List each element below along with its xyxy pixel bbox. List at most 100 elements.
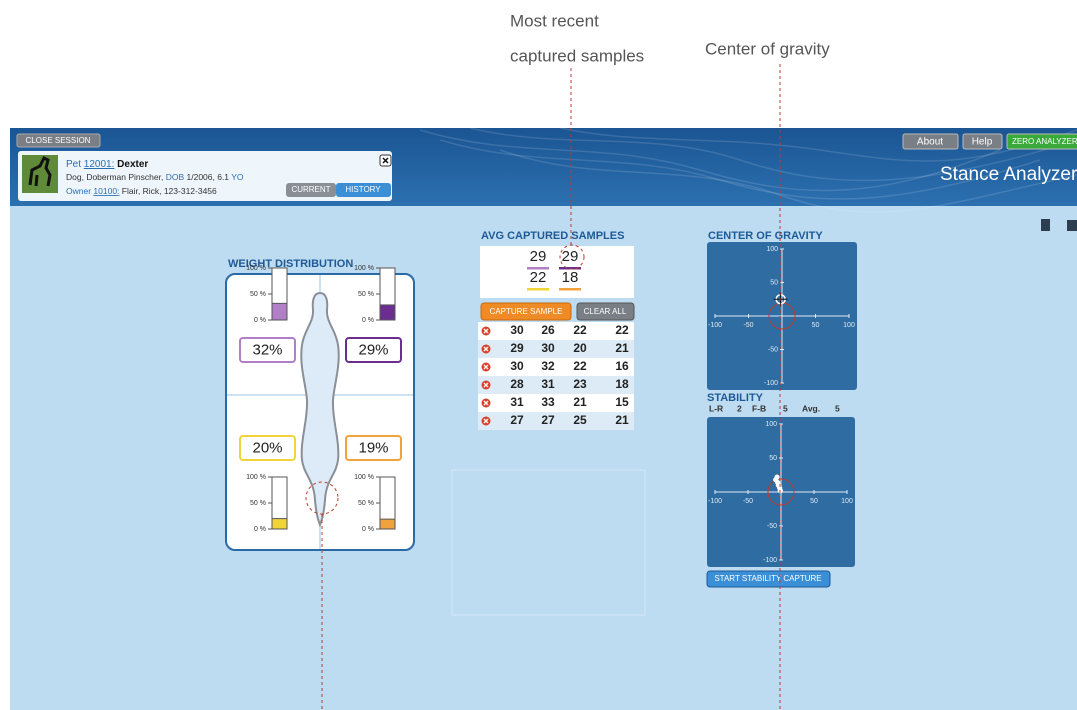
- y-tick-label: 100: [765, 421, 777, 428]
- table-cell: 27: [541, 413, 555, 427]
- avg-box: [480, 246, 634, 298]
- gauge-tick-label: 50 %: [250, 291, 266, 298]
- dob: 1/2006, 6.1: [187, 172, 230, 182]
- gauge-tick-label: 0 %: [362, 526, 374, 533]
- table-row: [478, 412, 634, 430]
- table-cell: 31: [541, 377, 555, 391]
- y-tick-label: -50: [767, 523, 777, 530]
- button-label: CLOSE SESSION: [26, 136, 91, 145]
- label: Owner: [66, 186, 91, 196]
- x-tick-label: -100: [708, 322, 722, 329]
- annotation: Most recent: [510, 11, 599, 30]
- gauge-tick-label: 100 %: [246, 474, 266, 481]
- owner-id-link[interactable]: 10100:: [93, 186, 119, 196]
- x-tick-label: 100: [843, 322, 855, 329]
- table-cell: 18: [615, 377, 629, 391]
- breed: Dog, Doberman Pinscher,: [66, 172, 163, 182]
- gauge-tick-label: 100 %: [354, 265, 374, 272]
- y-tick-label: 50: [769, 455, 777, 462]
- table-cell: 28: [510, 377, 524, 391]
- table-cell: 20: [573, 341, 587, 355]
- table-cell: 22: [573, 323, 587, 337]
- avg-value: 18: [562, 269, 579, 286]
- label: YO: [231, 172, 244, 182]
- x-tick-label: -50: [743, 498, 753, 505]
- screen: Most recent captured samples Center of g…: [0, 0, 1077, 710]
- x-tick-label: -100: [708, 498, 722, 505]
- table-row: [478, 394, 634, 412]
- x-tick-label: 50: [810, 498, 818, 505]
- avg-value: 22: [530, 269, 547, 286]
- section-title: CENTER OF GRAVITY: [708, 230, 823, 242]
- table-cell: 27: [510, 413, 524, 427]
- page: Most recent captured samples Center of g…: [0, 0, 1077, 710]
- percent-label: 20%: [252, 439, 282, 456]
- y-tick-label: -50: [768, 346, 778, 353]
- label: Pet: [66, 159, 81, 170]
- table-cell: 25: [573, 413, 587, 427]
- table-cell: 21: [615, 413, 629, 427]
- table-cell: 23: [573, 377, 587, 391]
- table-row: [478, 322, 634, 340]
- percent-label: 29%: [358, 341, 388, 358]
- y-tick-label: 50: [770, 279, 778, 286]
- section-title: STABILITY: [707, 392, 764, 404]
- table-row: [478, 358, 634, 376]
- pet-photo: [22, 155, 58, 193]
- gauge-tick-label: 0 %: [362, 317, 374, 324]
- print-icon[interactable]: [1067, 220, 1077, 231]
- annotation: captured samples: [510, 46, 644, 65]
- x-tick-label: -50: [743, 322, 753, 329]
- avg-underline: [559, 288, 581, 291]
- report-icon[interactable]: [1041, 219, 1050, 231]
- pet-id-link[interactable]: 12001:: [84, 159, 115, 170]
- table-cell: 21: [573, 395, 587, 409]
- table-cell: 29: [510, 341, 524, 355]
- percent-label: 32%: [252, 341, 282, 358]
- stat-label: F-B: [752, 403, 766, 413]
- tab-label: CURRENT: [291, 185, 330, 194]
- x-tick-label: 50: [812, 322, 820, 329]
- button-label: CAPTURE SAMPLE: [490, 307, 563, 316]
- button-label: CLEAR ALL: [584, 307, 627, 316]
- gauge-tick-label: 50 %: [358, 291, 374, 298]
- stat-value: 2: [737, 403, 742, 413]
- gauge-fill: [380, 305, 395, 320]
- table-cell: 33: [541, 395, 555, 409]
- gauge-tick-label: 0 %: [254, 526, 266, 533]
- y-tick-label: 100: [766, 246, 778, 253]
- table-cell: 31: [510, 395, 524, 409]
- avg-value: 29: [562, 248, 579, 265]
- button-label: About: [917, 137, 943, 148]
- table-cell: 32: [541, 359, 555, 373]
- button-label: START STABILITY CAPTURE: [714, 574, 821, 583]
- y-tick-label: -100: [764, 380, 778, 387]
- stat-value: 5: [783, 403, 788, 413]
- gauge-fill: [380, 519, 395, 529]
- table-cell: 22: [573, 359, 587, 373]
- table-cell: 26: [541, 323, 555, 337]
- x-tick-label: 100: [841, 498, 853, 505]
- stat-value: 5: [835, 403, 840, 413]
- table-cell: 30: [541, 341, 555, 355]
- gauge-tick-label: 50 %: [250, 500, 266, 507]
- label: DOB: [166, 172, 185, 182]
- owner: Flair, Rick, 123-312-3456: [122, 186, 217, 196]
- table-cell: 15: [615, 395, 629, 409]
- pet-name: Dexter: [117, 159, 148, 170]
- table-cell: 21: [615, 341, 629, 355]
- gauge-tick-label: 100 %: [354, 474, 374, 481]
- stability-point: [774, 474, 779, 479]
- avg-underline: [527, 288, 549, 291]
- button-label: Help: [972, 137, 993, 148]
- gauge-tick-label: 100 %: [246, 265, 266, 272]
- tab-label: HISTORY: [345, 185, 381, 194]
- table-cell: 22: [615, 323, 629, 337]
- percent-label: 19%: [358, 439, 388, 456]
- stat-label: Avg.: [802, 403, 820, 413]
- table-cell: 16: [615, 359, 629, 373]
- section-title: AVG CAPTURED SAMPLES: [481, 230, 624, 242]
- gauge-tick-label: 50 %: [358, 500, 374, 507]
- avg-value: 29: [530, 248, 547, 265]
- y-tick-label: -100: [763, 557, 777, 564]
